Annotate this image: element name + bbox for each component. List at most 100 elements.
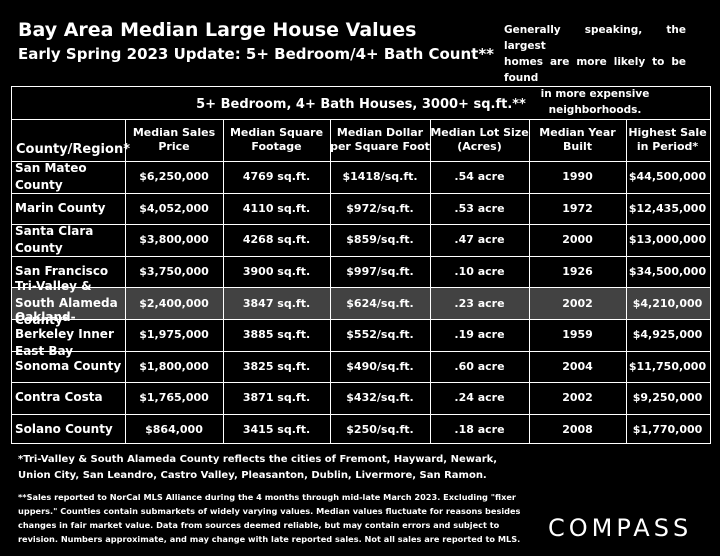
column-header-line: (Acres) xyxy=(457,140,502,153)
column-header-text: Median Dollar per Square Foot xyxy=(330,126,430,154)
price-per-sqft-cell: $997/sq.ft. xyxy=(346,265,414,279)
table-row: Tri-Valley & South Alameda County* $2,400… xyxy=(12,279,710,327)
column-header-text: Highest Sale in Period* xyxy=(628,126,706,154)
grid-line xyxy=(330,119,331,443)
column-header-line: Footage xyxy=(251,140,302,153)
price-per-sqft-cell: $624/sq.ft. xyxy=(346,296,414,310)
median-price-cell: $1,765,000 xyxy=(139,391,209,405)
year-built-cell: 1972 xyxy=(562,201,593,215)
column-header-line: Built xyxy=(562,140,592,153)
price-per-sqft-cell: $859/sq.ft. xyxy=(346,233,414,247)
grid-line xyxy=(12,192,710,194)
column-header-line: Median Sales xyxy=(132,126,216,139)
table-row: Santa Clara County $3,800,000 4268 sq.ft. $… xyxy=(12,224,710,256)
median-sqft-cell: 3825 sq.ft. xyxy=(242,359,311,373)
lot-size-column-header: Median Lot Size (Acres) xyxy=(430,119,529,161)
highest-sale-column-header: Highest Sale in Period* xyxy=(626,119,709,161)
median-sqft-cell: 4769 sq.ft. xyxy=(242,170,311,184)
lot-size-cell: .53 acre xyxy=(454,201,505,215)
lot-size-cell: .54 acre xyxy=(454,170,505,184)
price-per-sqft-cell: $552/sq.ft. xyxy=(346,328,414,342)
highest-sale-cell: $11,750,000 xyxy=(628,359,707,373)
county-cell: San Francisco xyxy=(15,264,109,279)
lot-size-cell: .60 acre xyxy=(454,359,505,373)
grid-line xyxy=(626,119,627,443)
median-sqft-cell: 3415 sq.ft. xyxy=(242,423,311,437)
median-sqft-cell: 3847 sq.ft. xyxy=(242,296,311,310)
highest-sale-cell: $12,435,000 xyxy=(628,201,707,215)
side-note-line: homes are more likely to be found xyxy=(504,56,686,84)
grid-line xyxy=(12,350,710,352)
side-note-line: in more expensive neighborhoods. xyxy=(540,88,650,116)
median-price-cell: $4,052,000 xyxy=(139,201,209,215)
side-note: Generally speaking, the largest homes ar… xyxy=(504,22,686,118)
footnote-line: uppers." Counties contain submarkets of … xyxy=(18,506,521,516)
highest-sale-cell: $34,500,000 xyxy=(628,265,707,279)
page-subtitle: Early Spring 2023 Update: 5+ Bedroom/4+ … xyxy=(18,45,495,63)
lot-size-cell: .18 acre xyxy=(454,423,505,437)
footnote-sources: **Sales reported to NorCal MLS Alliance … xyxy=(18,490,521,546)
column-header-text: Median Square Footage xyxy=(230,126,323,154)
grid-line xyxy=(12,413,710,415)
lot-size-cell: .47 acre xyxy=(454,233,505,247)
table-row: Contra Costa $1,765,000 3871 sq.ft. $432/sq… xyxy=(12,382,710,414)
median-sqft-cell: 3871 sq.ft. xyxy=(242,391,311,405)
year-built-column-header: Median Year Built xyxy=(529,119,626,161)
footnote-line: revision. Numbers approximate, and may c… xyxy=(18,534,521,544)
column-header-line: per Square Foot xyxy=(330,140,430,153)
grid-line xyxy=(430,119,431,443)
grid-line xyxy=(223,119,224,443)
grid-line xyxy=(12,119,710,120)
median-price-cell: $864,000 xyxy=(145,423,203,437)
footnote-line: Union City, San Leandro, Castro Valley, … xyxy=(18,470,487,481)
county-cell: Oakland-Berkeley Inner East Bay xyxy=(15,310,114,359)
price-per-sqft-cell: $432/sq.ft. xyxy=(346,391,414,405)
lot-size-cell: .19 acre xyxy=(454,328,505,342)
county-cell: San Mateo County xyxy=(15,160,87,192)
year-built-cell: 1926 xyxy=(562,265,593,279)
table-row: Marin County $4,052,000 4110 sq.ft. $972/sq… xyxy=(12,193,710,225)
price-per-sqft-cell: $1418/sq.ft. xyxy=(342,170,418,184)
year-built-cell: 2002 xyxy=(562,391,593,405)
median-price-cell: $3,750,000 xyxy=(139,265,209,279)
county-cell: Solano County xyxy=(15,422,113,437)
table-row: San Mateo County $6,250,000 4769 sq.ft. $14… xyxy=(12,161,710,193)
lot-size-cell: .24 acre xyxy=(454,391,505,405)
county-cell: Santa Clara County xyxy=(15,223,94,255)
grid-line xyxy=(12,255,710,257)
median-price-cell: $1,800,000 xyxy=(139,359,209,373)
column-header-line: Price xyxy=(158,140,190,153)
data-table: 5+ Bedroom, 4+ Bath Houses, 3000+ sq.ft.… xyxy=(11,86,711,444)
median-price-cell: $1,975,000 xyxy=(139,328,209,342)
grid-line xyxy=(125,119,126,443)
grid-line xyxy=(529,119,530,443)
county-cell: Sonoma County xyxy=(15,358,122,373)
price-per-sqft-cell: $972/sq.ft. xyxy=(346,201,414,215)
median-price-cell: $3,800,000 xyxy=(139,233,209,247)
highest-sale-cell: $1,770,000 xyxy=(632,423,703,437)
column-header-line: Median Lot Size xyxy=(430,126,529,139)
column-header-text: Median Sales Price xyxy=(133,126,215,154)
year-built-cell: 1990 xyxy=(562,170,593,184)
year-built-cell: 2008 xyxy=(562,423,593,437)
table-row: San Francisco $3,750,000 3900 sq.ft. $997/s… xyxy=(12,256,710,288)
column-header-text: Median Year Built xyxy=(539,126,615,154)
year-built-cell: 2000 xyxy=(562,233,593,247)
footnote-region: *Tri-Valley & South Alameda County refle… xyxy=(18,452,497,484)
median-sqft-cell: 4110 sq.ft. xyxy=(242,201,311,215)
grid-line xyxy=(12,287,710,289)
lot-size-cell: .10 acre xyxy=(454,265,505,279)
page-title: Bay Area Median Large House Values xyxy=(18,19,417,41)
highest-sale-cell: $9,250,000 xyxy=(632,391,703,405)
column-header-line: Median Year xyxy=(539,126,616,139)
highest-sale-cell: $4,210,000 xyxy=(632,296,703,310)
grid-line xyxy=(12,382,710,384)
year-built-cell: 1959 xyxy=(562,328,593,342)
table-title: 5+ Bedroom, 4+ Bath Houses, 3000+ sq.ft.… xyxy=(196,97,526,112)
column-header-line: County/Region* xyxy=(16,142,130,157)
column-header-line: Highest Sale xyxy=(628,126,707,139)
median-price-column-header: Median Sales Price xyxy=(125,119,223,161)
column-header-text: Median Lot Size (Acres) xyxy=(430,126,528,154)
median-sqft-cell: 3900 sq.ft. xyxy=(242,265,311,279)
highest-sale-cell: $4,925,000 xyxy=(632,328,703,342)
